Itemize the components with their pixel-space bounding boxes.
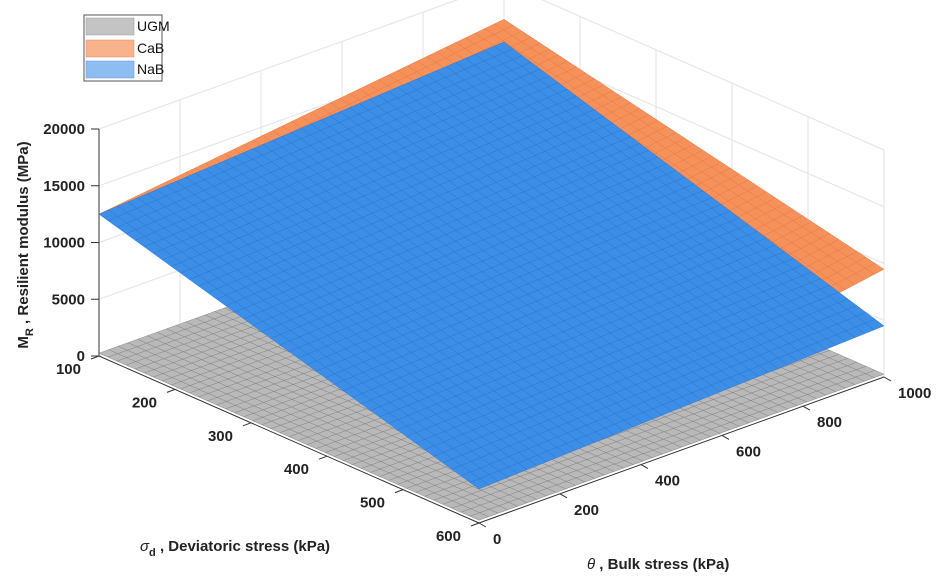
x-tick-mark: [721, 434, 730, 440]
x-tick-label: 200: [574, 502, 599, 519]
y-tick-mark: [166, 388, 176, 393]
grid-line-z: [98, 0, 885, 151]
y-axis-line: [98, 355, 480, 524]
y-tick-label: 300: [208, 428, 233, 445]
y-tick-mark: [394, 489, 404, 494]
z-tick-label: 15000: [43, 178, 85, 195]
x-tick-mark: [883, 376, 892, 382]
x-tick-label: 400: [655, 473, 680, 490]
y-tick-label: 200: [132, 394, 157, 411]
legend-label-cab: CaB: [137, 40, 164, 56]
legend-label-nab: NaB: [137, 61, 164, 77]
y-tick-label: 600: [436, 528, 461, 545]
x-tick-mark: [640, 464, 649, 470]
surfaces: [98, 19, 885, 521]
tick-labels: 0 5000 10000 15000 20000 100 200 300 400 500 600 0 2…: [43, 121, 931, 548]
y-tick-label: 100: [56, 361, 81, 378]
x-tick-mark: [559, 493, 568, 499]
legend-swatch-nab: [85, 60, 135, 79]
y-tick-mark: [470, 522, 480, 527]
x-tick-label: 0: [493, 531, 501, 548]
y-tick-label: 500: [360, 495, 385, 512]
z-tick-label: 5000: [52, 291, 85, 308]
z-tick-label: 20000: [43, 121, 85, 138]
legend: UGM CaB NaB: [83, 14, 170, 82]
z-tick-label: 10000: [43, 235, 85, 252]
y-tick-mark: [242, 422, 252, 427]
legend-label-ugm: UGM: [137, 18, 170, 34]
surface-nab: [98, 41, 885, 490]
y-tick-mark: [318, 455, 328, 460]
y-tick-label: 400: [284, 461, 309, 478]
z-tick-label: 0: [77, 348, 85, 365]
x-tick-label: 1000: [898, 385, 931, 402]
x-axis-label: θ , Bulk stress (kPa): [587, 556, 729, 573]
x-tick-label: 600: [736, 443, 761, 460]
z-axis-label: MR , Resilient modulus (MPa): [15, 141, 36, 348]
y-tick-mark: [90, 355, 100, 360]
legend-swatch-cab: [85, 39, 135, 58]
legend-swatch-ugm: [85, 17, 135, 36]
x-axis-line: [478, 376, 885, 524]
y-axis-label: σd , Deviatoric stress (kPa): [140, 538, 330, 559]
x-tick-label: 800: [817, 414, 842, 431]
x-tick-mark: [478, 522, 487, 528]
x-tick-mark: [802, 405, 811, 411]
